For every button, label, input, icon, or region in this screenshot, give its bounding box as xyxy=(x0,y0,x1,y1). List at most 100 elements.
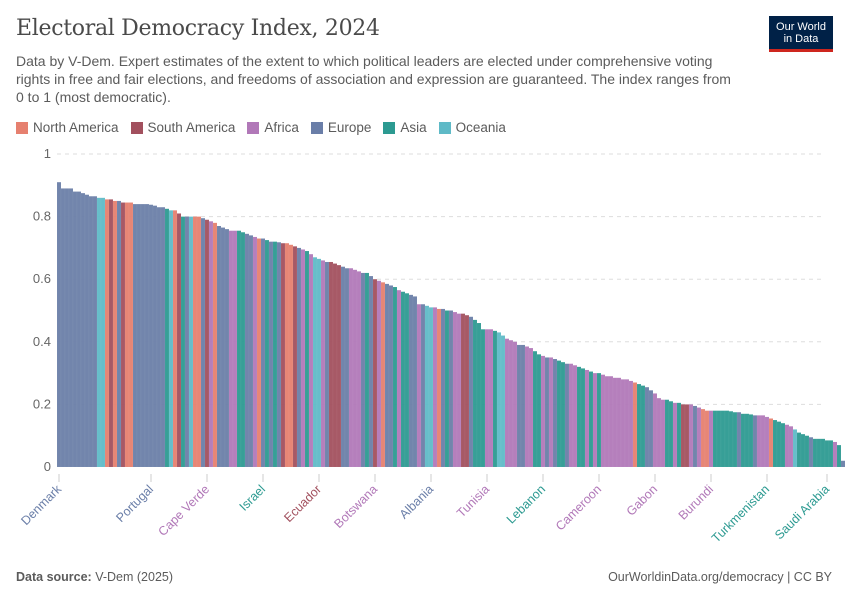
bar[interactable] xyxy=(96,197,102,468)
bar[interactable] xyxy=(140,203,146,468)
bar[interactable] xyxy=(592,372,598,468)
bar[interactable] xyxy=(484,329,490,468)
bar[interactable] xyxy=(732,412,738,468)
bar[interactable] xyxy=(548,357,554,468)
bar[interactable] xyxy=(368,275,374,468)
bar[interactable] xyxy=(580,368,586,468)
bar[interactable] xyxy=(608,376,614,468)
bar[interactable] xyxy=(104,199,110,468)
bar[interactable] xyxy=(288,244,294,468)
bar[interactable] xyxy=(384,283,390,468)
bar[interactable] xyxy=(196,216,202,468)
bar[interactable] xyxy=(352,269,358,468)
bar[interactable] xyxy=(556,360,562,468)
bar[interactable] xyxy=(224,228,230,468)
x-tick-label[interactable]: Cape Verde xyxy=(156,482,213,539)
bar[interactable] xyxy=(452,311,458,468)
bar[interactable] xyxy=(704,410,710,468)
bar[interactable] xyxy=(564,363,570,468)
bar[interactable] xyxy=(628,380,634,468)
legend-item-asia[interactable]: Asia xyxy=(383,120,427,135)
bar[interactable] xyxy=(112,200,118,468)
bar[interactable] xyxy=(652,393,658,468)
bar[interactable] xyxy=(808,437,814,468)
bar[interactable] xyxy=(416,304,422,468)
bar[interactable] xyxy=(828,440,834,468)
x-tick-label[interactable]: Gabon xyxy=(624,482,660,518)
bar[interactable] xyxy=(708,410,714,468)
bar[interactable] xyxy=(560,361,566,468)
bar[interactable] xyxy=(812,438,818,468)
bar[interactable] xyxy=(376,280,382,468)
bar[interactable] xyxy=(208,221,214,468)
data-source-link[interactable]: V-Dem (2025) xyxy=(95,570,174,584)
bar[interactable] xyxy=(576,366,582,468)
bar[interactable] xyxy=(260,238,266,468)
bar[interactable] xyxy=(76,191,82,468)
bar[interactable] xyxy=(408,294,414,468)
footer-credit[interactable]: OurWorldinData.org/democracy | CC BY xyxy=(608,570,832,584)
bar[interactable] xyxy=(796,432,802,468)
bar[interactable] xyxy=(764,416,770,468)
bar[interactable] xyxy=(244,233,250,468)
bar[interactable] xyxy=(72,191,78,468)
bar[interactable] xyxy=(536,354,542,468)
legend-item-africa[interactable]: Africa xyxy=(247,120,299,135)
bar[interactable] xyxy=(480,329,486,468)
bar[interactable] xyxy=(372,279,378,468)
bar[interactable] xyxy=(100,197,106,468)
bar[interactable] xyxy=(664,399,670,468)
bar[interactable] xyxy=(784,424,790,468)
bar[interactable] xyxy=(776,421,782,468)
bar[interactable] xyxy=(312,257,318,468)
bar[interactable] xyxy=(284,243,290,468)
bar[interactable] xyxy=(268,241,274,468)
bar[interactable] xyxy=(296,247,302,468)
bar[interactable] xyxy=(804,435,810,468)
bar[interactable] xyxy=(276,242,282,468)
bar[interactable] xyxy=(336,264,342,468)
bar[interactable] xyxy=(200,218,206,468)
bar[interactable] xyxy=(356,271,362,468)
bar[interactable] xyxy=(492,330,498,468)
bar[interactable] xyxy=(344,268,350,468)
bar[interactable] xyxy=(172,210,178,468)
bar[interactable] xyxy=(740,413,746,468)
bar[interactable] xyxy=(120,202,126,468)
bar[interactable] xyxy=(620,379,626,468)
bar[interactable] xyxy=(736,412,742,468)
bar[interactable] xyxy=(212,222,218,468)
bar[interactable] xyxy=(88,196,94,468)
bar[interactable] xyxy=(516,344,522,468)
bar[interactable] xyxy=(348,268,354,468)
bar[interactable] xyxy=(816,438,822,468)
bar[interactable] xyxy=(800,433,806,468)
bar[interactable] xyxy=(444,310,450,468)
bar[interactable] xyxy=(792,429,798,468)
x-tick-label[interactable]: Saudi Arabia xyxy=(772,482,832,542)
x-tick-label[interactable]: Lebanon xyxy=(504,482,548,526)
bar[interactable] xyxy=(744,413,750,468)
bar[interactable] xyxy=(432,307,438,468)
bar[interactable] xyxy=(488,329,494,468)
bar[interactable] xyxy=(688,404,694,468)
bar[interactable] xyxy=(780,423,786,468)
bar[interactable] xyxy=(832,441,838,468)
legend-item-south-america[interactable]: South America xyxy=(130,120,235,135)
bar[interactable] xyxy=(584,369,590,468)
bar[interactable] xyxy=(596,372,602,468)
bar[interactable] xyxy=(232,230,238,468)
bar[interactable] xyxy=(748,414,754,468)
bar[interactable] xyxy=(152,205,158,468)
bar[interactable] xyxy=(184,216,190,468)
bar[interactable] xyxy=(68,188,74,468)
x-tick-label[interactable]: Burundi xyxy=(676,482,716,522)
bar[interactable] xyxy=(692,405,698,468)
bar[interactable] xyxy=(56,182,62,468)
x-tick-label[interactable]: Denmark xyxy=(18,482,64,528)
bar[interactable] xyxy=(256,238,262,468)
bar[interactable] xyxy=(420,304,426,468)
bar[interactable] xyxy=(540,355,546,468)
bar[interactable] xyxy=(332,263,338,468)
bar[interactable] xyxy=(656,397,662,468)
